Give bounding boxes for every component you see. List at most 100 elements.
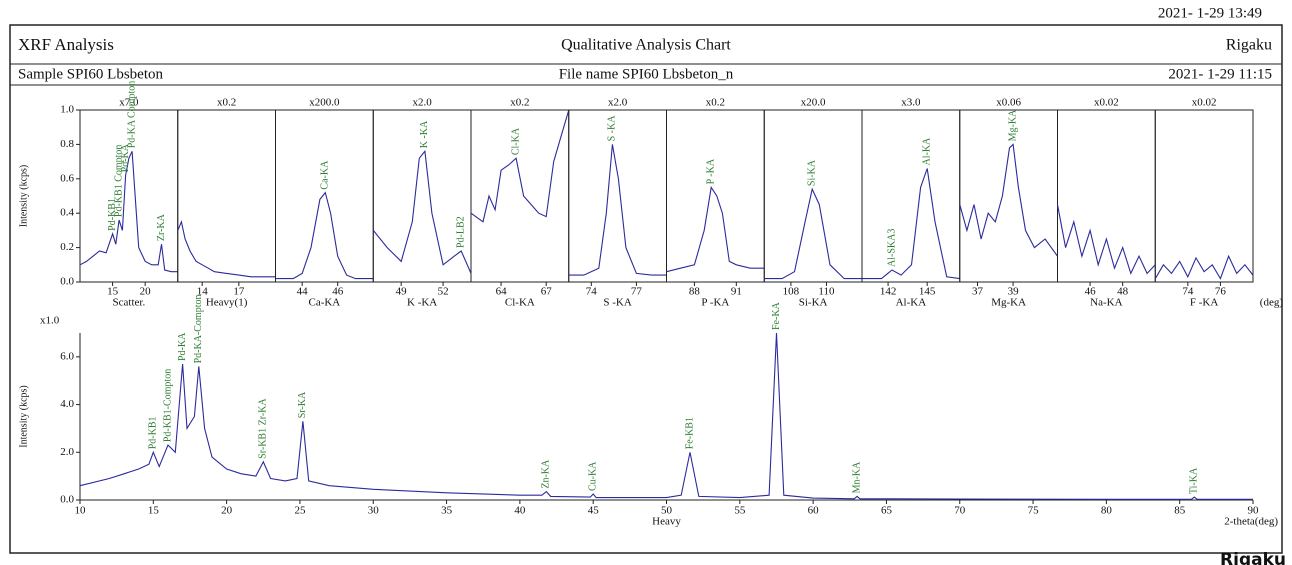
frame: [9, 24, 1283, 554]
peak-label: Si-KA: [807, 159, 818, 186]
panel-scale: x0.2: [706, 97, 725, 109]
header-right: Rigaku: [1226, 37, 1272, 54]
x-unit: (deg): [1260, 297, 1284, 309]
x-tick-label: 20: [140, 286, 152, 298]
x-tick-label: 60: [808, 505, 820, 517]
x-tick-label: 74: [1182, 286, 1194, 298]
peak-label: Pd-KB1-Compton: [162, 369, 173, 442]
x-tick-label: 76: [1215, 286, 1227, 298]
peak-label: Cl-KA: [510, 127, 521, 155]
peak-label: Ti-KA: [1189, 467, 1200, 494]
x-tick-label: 48: [1117, 286, 1129, 298]
panel-frame: [275, 109, 374, 283]
x-tick-label: 10: [75, 505, 87, 517]
file-name: File name SPI60 Lbsbeton_n: [559, 66, 734, 82]
panel-name: Heavy(1): [206, 297, 248, 309]
print-date: 2021- 1-29 13:49: [1158, 5, 1262, 21]
sample: Sample SPI60 Lbsbeton: [18, 66, 163, 82]
x-tick-label: 39: [1008, 286, 1020, 298]
panel-name: Si-KA: [799, 297, 828, 309]
x-tick-label: 49: [396, 286, 408, 298]
x-tick-label: 91: [731, 286, 742, 298]
peak-label: Pd-KA: [177, 332, 188, 361]
y-tick-label: 4.0: [60, 398, 74, 410]
x-tick-label: 108: [783, 286, 800, 298]
spectrum-line: [79, 151, 178, 273]
panel-scale: x3.0: [901, 97, 921, 109]
y-axis-label: Intensity (kcps): [18, 165, 29, 228]
x-tick-label: 44: [297, 286, 309, 298]
peak-label: Cu-KA: [587, 461, 598, 491]
panel-name: Ca-KA: [308, 297, 340, 309]
x-axis-label: Heavy: [652, 516, 681, 528]
spectrum-line: [1056, 204, 1156, 275]
panel-name: F -KA: [1190, 297, 1218, 309]
x-tick-label: 25: [294, 505, 306, 517]
peak-label: P -KA: [705, 158, 716, 184]
spectrum-line: [959, 143, 1058, 257]
peak-label: Al-SKA3: [886, 229, 897, 267]
x-tick-label: 14: [197, 286, 209, 298]
spectrum-line: [1154, 254, 1254, 280]
y-tick-label: 0.6: [60, 172, 74, 184]
panel-name: Cl-KA: [505, 297, 535, 309]
panel-scale: x0.2: [510, 97, 529, 109]
x-tick-label: 65: [881, 505, 893, 517]
y-tick-label: 0.0: [60, 494, 74, 506]
x-tick-label: 35: [441, 505, 453, 517]
spectrum-line: [372, 149, 472, 274]
panel-scale: x0.02: [1094, 97, 1119, 109]
peak-label: Sr-KA: [297, 391, 308, 418]
spectrum-line: [177, 219, 276, 278]
x-tick-label: 67: [541, 286, 553, 298]
header-left: XRF Analysis: [18, 35, 114, 54]
panel-frame: [861, 109, 961, 283]
peak-label: Sr-KB1 Zr-KA: [258, 398, 269, 459]
panel-scale: x20.0: [801, 97, 826, 109]
peak-label: Fe-KB1: [684, 417, 695, 449]
panel-name: K -KA: [407, 297, 437, 309]
x-tick-label: 46: [1085, 286, 1097, 298]
spectrum-line: [470, 109, 570, 223]
x-tick-label: 88: [689, 286, 701, 298]
peak-label: Pd-KB1: [148, 416, 159, 449]
y-tick-label: 0.4: [60, 207, 74, 219]
logo: Rigaku: [1220, 550, 1286, 565]
x-tick-label: 37: [972, 286, 984, 298]
panel-name: S -KA: [603, 297, 631, 309]
panel-frame: [1057, 109, 1156, 283]
peak-label: Pd-KB1: [107, 198, 118, 231]
x-tick-label: 74: [586, 286, 598, 298]
x-tick-label: 30: [368, 505, 380, 517]
y-tick-label: 2.0: [60, 446, 74, 458]
x-tick-label: 46: [332, 286, 344, 298]
x-tick-label: 75: [1028, 505, 1040, 517]
x-tick-label: 85: [1174, 505, 1186, 517]
peak-label: Pd-KA Compton: [126, 81, 137, 149]
header-center: Qualitative Analysis Chart: [561, 37, 731, 54]
x-tick-label: 50: [661, 505, 673, 517]
peak-label: Fe-KA: [771, 301, 782, 330]
peak-label: Pd-LB2: [456, 216, 467, 248]
peak-label: Pd-KA-Compton: [193, 294, 204, 363]
peak-label: Mg-KA: [1007, 109, 1018, 141]
x-tick-label: 15: [107, 286, 119, 298]
peak-label: Zn-KA: [541, 459, 552, 489]
panel-scale: x0.2: [217, 97, 236, 109]
x-tick-label: 145: [919, 286, 936, 298]
y-axis-label: Intensity (kcps): [18, 385, 29, 448]
x-tick-label: 55: [734, 505, 746, 517]
x-tick-label: 70: [954, 505, 966, 517]
x-tick-label: 20: [221, 505, 233, 517]
x-tick-label: 15: [148, 505, 160, 517]
y-tick-label: 1.0: [60, 104, 74, 116]
x-tick-label: 64: [496, 286, 508, 298]
peak-label: K -KA: [419, 120, 430, 148]
panel-frame: [763, 109, 863, 283]
spectrum-line: [666, 185, 765, 273]
panel-scale: x0.06: [996, 97, 1021, 109]
spectrum-line: [568, 144, 667, 276]
x-tick-label: 45: [588, 505, 600, 517]
x-tick-label: 77: [631, 286, 643, 298]
